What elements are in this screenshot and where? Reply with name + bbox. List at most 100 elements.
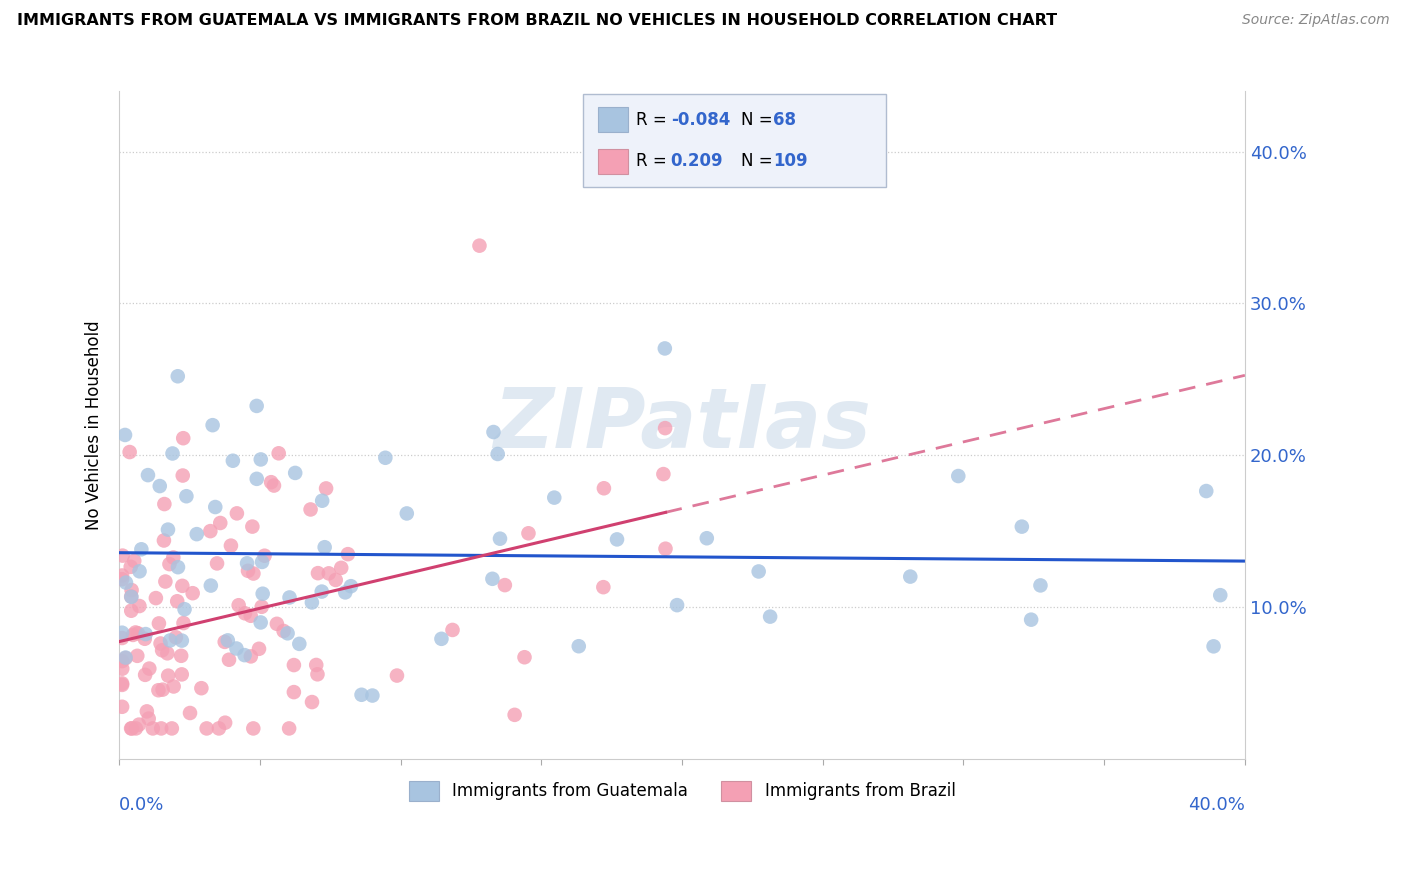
Point bbox=[239, 608, 262, 623]
Point bbox=[138, 712, 160, 726]
Point bbox=[121, 583, 143, 598]
Point bbox=[142, 722, 165, 736]
Point bbox=[543, 491, 565, 505]
Point bbox=[654, 541, 676, 556]
Point bbox=[482, 425, 505, 439]
Point bbox=[172, 468, 194, 483]
Point bbox=[150, 643, 173, 657]
Point bbox=[115, 575, 138, 590]
Point bbox=[135, 705, 157, 719]
Point bbox=[148, 683, 170, 698]
Point bbox=[247, 641, 270, 656]
Point bbox=[121, 722, 143, 736]
Point bbox=[111, 625, 134, 640]
Point bbox=[759, 609, 782, 624]
Point bbox=[315, 482, 337, 496]
Text: R =: R = bbox=[636, 111, 672, 128]
Point bbox=[214, 715, 236, 730]
Point bbox=[277, 626, 299, 640]
Point bbox=[283, 658, 305, 673]
Point bbox=[170, 648, 193, 663]
Point bbox=[122, 554, 145, 568]
Point bbox=[153, 497, 176, 511]
Point bbox=[350, 688, 373, 702]
Point bbox=[159, 557, 181, 571]
Point bbox=[176, 489, 198, 503]
Point bbox=[136, 468, 159, 483]
Point bbox=[172, 579, 194, 593]
Text: N =: N = bbox=[741, 153, 778, 170]
Text: 68: 68 bbox=[773, 111, 796, 128]
Text: ZIPatlas: ZIPatlas bbox=[494, 384, 872, 466]
Point bbox=[1011, 519, 1033, 533]
Point bbox=[209, 516, 232, 530]
Point bbox=[486, 447, 509, 461]
Point bbox=[260, 475, 283, 490]
Point bbox=[311, 584, 333, 599]
Point bbox=[236, 564, 259, 578]
Point bbox=[441, 623, 464, 637]
Point bbox=[162, 446, 184, 460]
Point bbox=[1019, 613, 1042, 627]
Point bbox=[606, 533, 628, 547]
Point bbox=[246, 399, 269, 413]
Legend: Immigrants from Guatemala, Immigrants from Brazil: Immigrants from Guatemala, Immigrants fr… bbox=[402, 774, 962, 807]
Point bbox=[340, 579, 363, 593]
Point bbox=[253, 549, 276, 563]
Point bbox=[325, 573, 347, 587]
Point bbox=[120, 722, 142, 736]
Point bbox=[233, 648, 256, 662]
Point bbox=[118, 445, 141, 459]
Point bbox=[468, 238, 491, 252]
Point bbox=[111, 676, 134, 690]
Point bbox=[162, 680, 184, 694]
Point bbox=[124, 625, 146, 640]
Point bbox=[170, 667, 193, 681]
Point bbox=[250, 599, 273, 614]
Point bbox=[205, 557, 228, 571]
Point bbox=[1202, 640, 1225, 654]
Point bbox=[299, 502, 322, 516]
Point bbox=[195, 722, 218, 736]
Point bbox=[568, 639, 591, 653]
Point bbox=[307, 566, 329, 581]
Text: Source: ZipAtlas.com: Source: ZipAtlas.com bbox=[1241, 13, 1389, 28]
Point bbox=[200, 524, 222, 538]
Point bbox=[278, 591, 301, 605]
Point bbox=[314, 540, 336, 554]
Point bbox=[165, 630, 187, 644]
Point bbox=[250, 555, 273, 569]
Point bbox=[131, 542, 153, 557]
Point bbox=[517, 526, 540, 541]
Point bbox=[249, 452, 271, 467]
Point bbox=[138, 662, 160, 676]
Point bbox=[111, 678, 134, 692]
Point bbox=[127, 648, 149, 663]
Point bbox=[111, 572, 134, 586]
Point bbox=[145, 591, 167, 606]
Text: N =: N = bbox=[741, 111, 778, 128]
Point bbox=[170, 633, 193, 648]
Point bbox=[288, 637, 311, 651]
Point bbox=[654, 421, 676, 435]
Point bbox=[228, 599, 250, 613]
Point bbox=[152, 682, 174, 697]
Point bbox=[148, 616, 170, 631]
Point bbox=[666, 598, 689, 612]
Text: 0.0%: 0.0% bbox=[120, 796, 165, 814]
Point bbox=[222, 454, 245, 468]
Point bbox=[503, 707, 526, 722]
Point bbox=[374, 450, 396, 465]
Point bbox=[1029, 578, 1052, 592]
Point bbox=[395, 507, 418, 521]
Point bbox=[242, 566, 264, 581]
Point bbox=[201, 418, 224, 433]
Point bbox=[181, 586, 204, 600]
Point bbox=[153, 533, 176, 548]
Point bbox=[278, 722, 301, 736]
Point bbox=[898, 569, 921, 583]
Point bbox=[696, 531, 718, 545]
Point bbox=[494, 578, 516, 592]
Point bbox=[301, 695, 323, 709]
Point bbox=[284, 466, 307, 480]
